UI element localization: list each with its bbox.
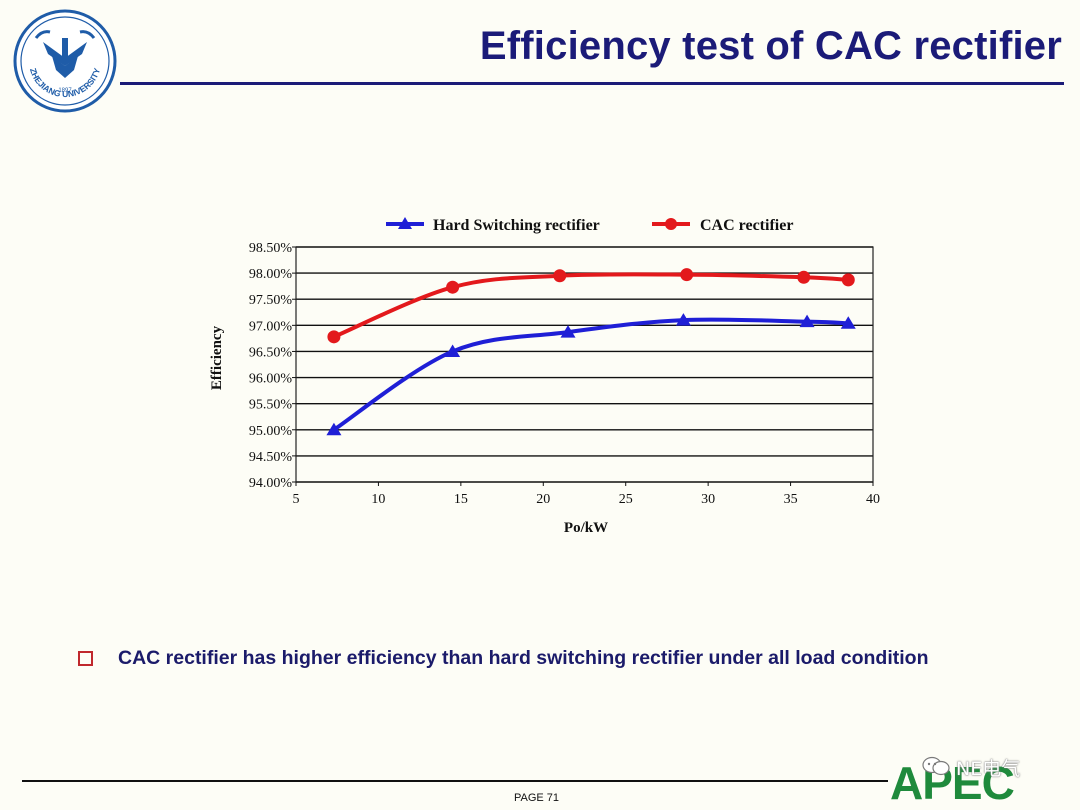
data-point-hard-switching: [326, 422, 342, 436]
data-point-hard-switching: [840, 316, 856, 329]
page-number: PAGE 71: [514, 792, 560, 804]
y-tick-label: 97.00%: [249, 319, 293, 334]
legend-hard-label: Hard Switching rectifier: [433, 217, 600, 234]
series-line-hard-switching: [331, 317, 851, 432]
title-underline: [120, 82, 1064, 85]
legend-hard-marker: [398, 217, 412, 229]
wechat-watermark: NE电气: [922, 754, 1062, 780]
data-point-hard-switching: [445, 344, 461, 357]
wechat-icon: [922, 756, 950, 776]
x-tick-label: 35: [784, 492, 798, 507]
bullet-text: CAC rectifier has higher efficiency than…: [118, 647, 929, 669]
chart-gridlines: [296, 246, 873, 483]
y-tick-label: 94.00%: [249, 476, 293, 491]
x-tick-label: 20: [536, 492, 550, 507]
data-point-cac: [327, 330, 341, 344]
data-point-cac: [797, 270, 811, 284]
y-tick-label: 96.00%: [249, 372, 293, 387]
x-tick-label: 40: [866, 492, 880, 507]
bullet-square-icon: [78, 651, 93, 666]
footer-rule: [22, 780, 888, 782]
y-tick-label: 94.50%: [249, 450, 293, 465]
chart-series: [326, 268, 856, 436]
y-axis-ticks: 94.00% 94.50% 95.00% 95.50% 96.00% 96.50% 97.0…: [249, 241, 296, 491]
zhejiang-university-logo: ZHEJIANG UNIVERSITY 1897: [13, 9, 117, 113]
y-tick-label: 97.50%: [249, 293, 293, 308]
data-point-cac: [680, 268, 694, 282]
data-point-cac: [553, 269, 567, 283]
x-tick-label: 10: [371, 492, 385, 507]
y-tick-label: 98.00%: [249, 267, 293, 282]
chart-legend: Hard Switching rectifier CAC rectifier: [386, 217, 793, 234]
x-axis-ticks: 5 10 15 20 25 30 35 40: [293, 482, 880, 507]
y-tick-label: 95.50%: [249, 398, 293, 413]
x-axis-label: Po/kW: [564, 520, 608, 536]
slide-title: Efficiency test of CAC rectifier: [479, 24, 1062, 68]
apec-logo: APEC: [890, 757, 1015, 809]
data-point-hard-switching: [675, 313, 691, 326]
x-tick-label: 25: [619, 492, 633, 507]
x-tick-label: 5: [293, 492, 300, 507]
data-point-hard-switching: [799, 314, 815, 328]
x-tick-label: 30: [701, 492, 715, 507]
plot-area-border: [295, 246, 874, 483]
y-tick-label: 98.50%: [249, 241, 293, 256]
x-tick-label: 15: [454, 492, 468, 507]
y-axis-label: Efficiency: [209, 325, 225, 390]
data-point-hard-switching: [560, 325, 576, 338]
y-tick-label: 95.00%: [249, 424, 293, 439]
logo-year: 1897: [58, 88, 72, 94]
legend-cac-label: CAC rectifier: [700, 217, 793, 234]
data-point-cac: [446, 280, 460, 294]
data-point-cac: [841, 273, 855, 287]
legend-cac-marker: [665, 218, 677, 230]
wechat-text: NE电气: [956, 758, 1021, 780]
y-tick-label: 96.50%: [249, 345, 293, 360]
